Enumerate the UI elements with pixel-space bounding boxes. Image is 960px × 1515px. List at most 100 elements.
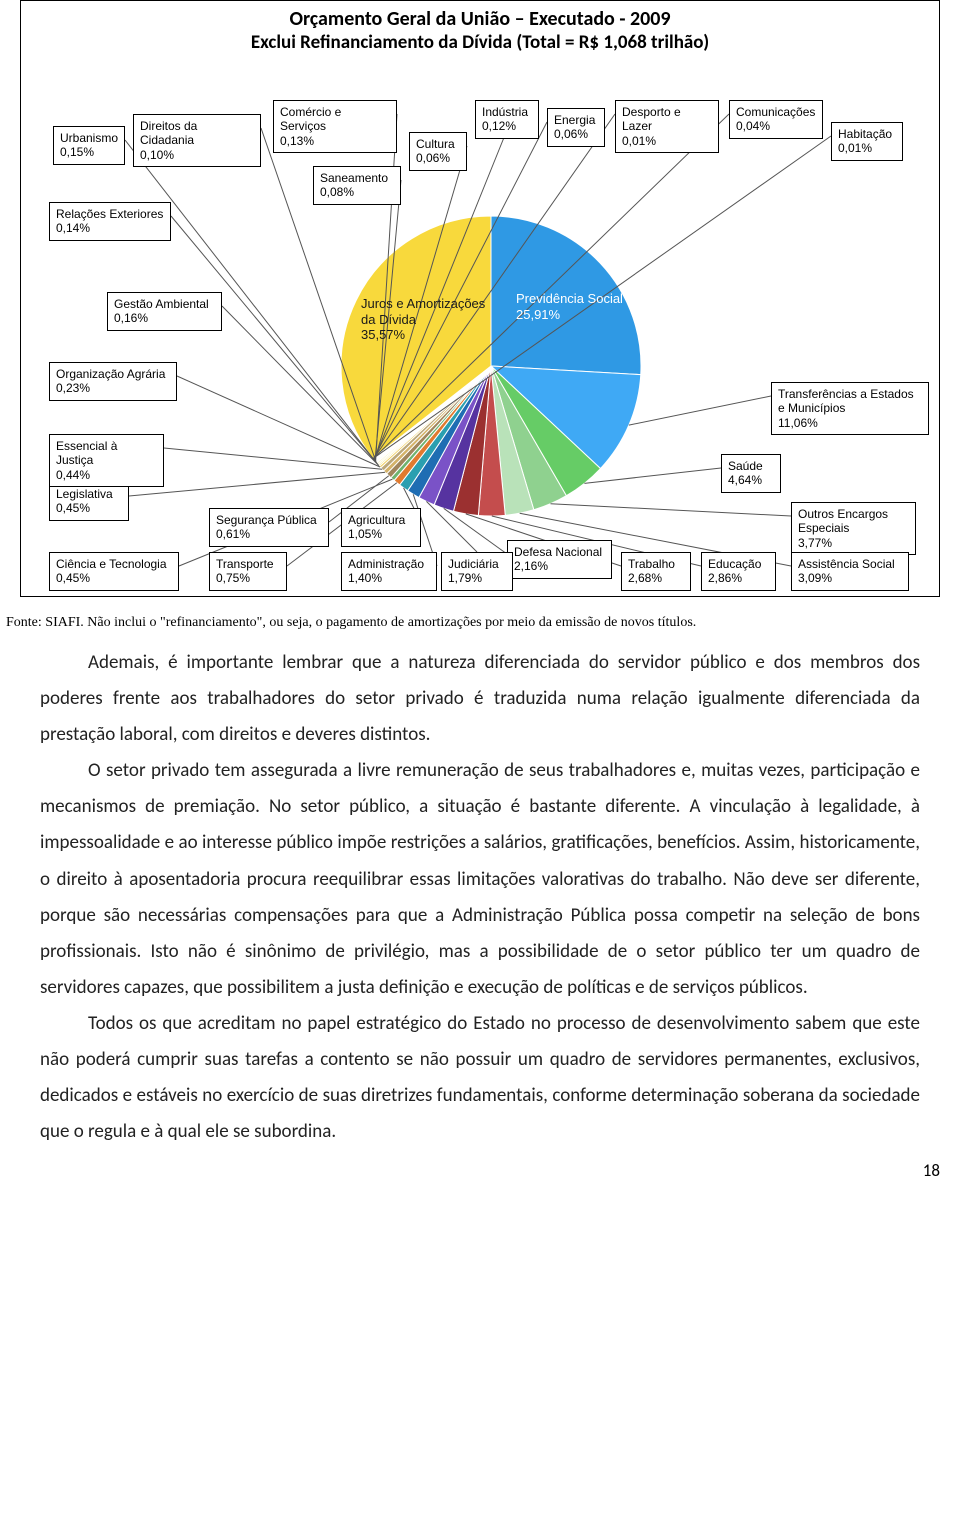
slice-pct: 0,06%: [416, 151, 460, 165]
slice-pct: 0,23%: [56, 381, 170, 395]
slice-label-box: Saneamento0,08%: [313, 166, 401, 205]
slice-label-box: Essencial à Justiça0,44%: [49, 434, 164, 487]
slice-pct: 4,64%: [728, 473, 774, 487]
slice-name: Ciência e Tecnologia: [56, 557, 172, 571]
slice-name: Educação: [708, 557, 769, 571]
slice-label-box: Defesa Nacional2,16%: [507, 540, 612, 579]
slice-label-box: Relações Exteriores0,14%: [49, 202, 171, 241]
chart-title-line1: Orçamento Geral da União – Executado - 2…: [21, 7, 939, 31]
slice-pct: 3,09%: [798, 571, 902, 585]
slice-label-box: Habitação0,01%: [831, 122, 903, 161]
slice-label-box: Segurança Pública0,61%: [209, 508, 329, 547]
slice-pct: 0,04%: [736, 119, 816, 133]
body-text: Ademais, é importante lembrar que a natu…: [40, 645, 920, 1150]
leader-line: [551, 504, 791, 516]
slice-name: Relações Exteriores: [56, 207, 164, 221]
slice-label-box: Direitos da Cidadania0,10%: [133, 114, 261, 167]
slice-pct: 0,01%: [838, 141, 896, 155]
slice-name: Legislativa: [56, 487, 122, 501]
leader-line: [629, 396, 771, 425]
slice-name: Habitação: [838, 127, 896, 141]
slice-name: Transferências a Estados e Municípios: [778, 387, 922, 416]
slice-name: Judiciária: [448, 557, 506, 571]
slice-name: Segurança Pública: [216, 513, 322, 527]
slice-label-box: Transporte0,75%: [209, 552, 287, 591]
slice-pct: 1,05%: [348, 527, 414, 541]
leader-line: [164, 448, 382, 469]
slice-name: Agricultura: [348, 513, 414, 527]
slice-label-box: Urbanismo0,15%: [53, 126, 125, 165]
slice-pct: 0,61%: [216, 527, 322, 541]
leader-line: [129, 472, 385, 496]
slice-label-box: Organização Agrária0,23%: [49, 362, 177, 401]
slice-label-box: Legislativa0,45%: [49, 482, 129, 521]
slice-name: Direitos da Cidadania: [140, 119, 254, 148]
chart-title-line2: Exclui Refinanciamento da Dívida (Total …: [21, 31, 939, 54]
slice-pct: 0,14%: [56, 221, 164, 235]
slice-name: Urbanismo: [60, 131, 118, 145]
slice-name: Outros Encargos Especiais: [798, 507, 909, 536]
budget-pie-chart: Orçamento Geral da União – Executado - 2…: [20, 0, 940, 597]
slice-pct: 3,77%: [798, 536, 909, 550]
slice-name: Comunicações: [736, 105, 816, 119]
slice-name: Assistência Social: [798, 557, 902, 571]
slice-name: Defesa Nacional: [514, 545, 605, 559]
slice-name: Energia: [554, 113, 598, 127]
slice-label-box: Comunicações0,04%: [729, 100, 823, 139]
slice-name: Cultura: [416, 137, 460, 151]
slice-label-box: Transferências a Estados e Municípios11,…: [771, 382, 929, 435]
slice-name: Transporte: [216, 557, 280, 571]
slice-name: Saneamento: [320, 171, 394, 185]
slice-pct: 0,44%: [56, 468, 157, 482]
slice-pct: 11,06%: [778, 416, 922, 430]
slice-label-box: Gestão Ambiental0,16%: [107, 292, 222, 331]
slice-name: Trabalho: [628, 557, 684, 571]
slice-label-box: Outros Encargos Especiais3,77%: [791, 502, 916, 555]
slice-label-box: Desporto e Lazer0,01%: [615, 100, 719, 153]
paragraph-3: Todos os que acreditam no papel estratég…: [40, 1006, 920, 1150]
slice-name: Desporto e Lazer: [622, 105, 712, 134]
slice-pct: 0,45%: [56, 501, 122, 515]
slice-label-box: Agricultura1,05%: [341, 508, 421, 547]
chart-title: Orçamento Geral da União – Executado - 2…: [21, 1, 939, 56]
slice-label-box: Ciência e Tecnologia0,45%: [49, 552, 179, 591]
slice-pct: 1,79%: [448, 571, 506, 585]
paragraph-1: Ademais, é importante lembrar que a natu…: [40, 645, 920, 753]
slice-label-box: Cultura0,06%: [409, 132, 467, 171]
slice-label-box: Judiciária1,79%: [441, 552, 513, 591]
slice-pct: 0,75%: [216, 571, 280, 585]
slice-label-box: Educação2,86%: [701, 552, 776, 591]
slice-pct: 0,12%: [482, 119, 532, 133]
chart-footer: Fonte: SIAFI. Não inclui o "refinanciame…: [0, 607, 960, 645]
slice-name: Gestão Ambiental: [114, 297, 215, 311]
slice-label-box: Assistência Social3,09%: [791, 552, 909, 591]
slice-label-box: Saúde4,64%: [721, 454, 781, 493]
slice-pct: 0,01%: [622, 134, 712, 148]
chart-body: Transferências a Estados e Municípios11,…: [21, 56, 939, 596]
slice-pct: 0,06%: [554, 127, 598, 141]
slice-pct: 0,13%: [280, 134, 390, 148]
slice-name: Comércio e Serviços: [280, 105, 390, 134]
slice-name: Saúde: [728, 459, 774, 473]
slice-pct: 2,68%: [628, 571, 684, 585]
slice-label-box: Energia0,06%: [547, 108, 605, 147]
slice-pct: 0,45%: [56, 571, 172, 585]
slice-pct: 0,10%: [140, 148, 254, 162]
page-number: 18: [20, 1160, 940, 1181]
slice-pct: 2,86%: [708, 571, 769, 585]
slice-pct: 0,15%: [60, 145, 118, 159]
paragraph-2: O setor privado tem assegurada a livre r…: [40, 753, 920, 1006]
slice-label-box: Indústria0,12%: [475, 100, 539, 139]
slice-name: Administração: [348, 557, 430, 571]
slice-pct: 2,16%: [514, 559, 605, 573]
pie-slice: [491, 216, 641, 375]
slice-label-box: Trabalho2,68%: [621, 552, 691, 591]
slice-name: Organização Agrária: [56, 367, 170, 381]
slice-label-box: Comércio e Serviços0,13%: [273, 100, 397, 153]
slice-name: Indústria: [482, 105, 532, 119]
slice-pct: 0,08%: [320, 185, 394, 199]
slice-name: Essencial à Justiça: [56, 439, 157, 468]
slice-pct: 0,16%: [114, 311, 215, 325]
leader-line: [584, 468, 721, 483]
slice-label-box: Administração1,40%: [341, 552, 437, 591]
